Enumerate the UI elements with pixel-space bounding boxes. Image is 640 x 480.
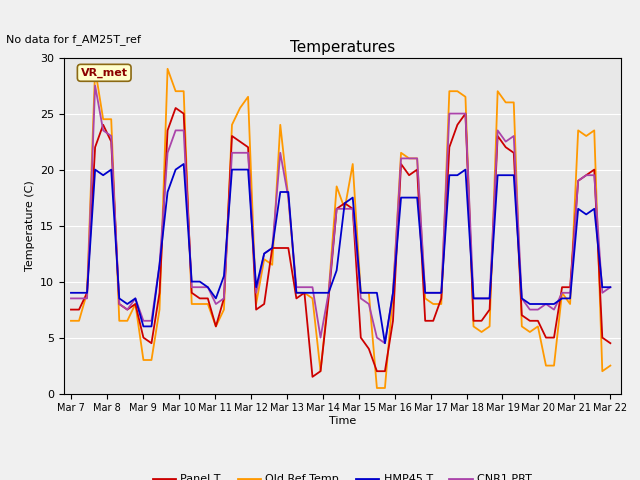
Line: Panel T: Panel T xyxy=(71,108,611,377)
HMP45 T xyxy=(558,296,566,301)
Old Ref Temp xyxy=(574,128,582,133)
Old Ref Temp xyxy=(607,363,614,369)
Panel T xyxy=(574,178,582,184)
CNR1 PRT xyxy=(510,133,518,139)
HMP45 T xyxy=(180,161,188,167)
Panel T xyxy=(308,374,316,380)
Text: No data for f_AM25T_ref: No data for f_AM25T_ref xyxy=(6,34,141,45)
Panel T xyxy=(67,307,75,312)
CNR1 PRT xyxy=(566,290,574,296)
Panel T xyxy=(445,144,453,150)
Old Ref Temp xyxy=(470,324,477,329)
Legend: Panel T, Old Ref Temp, HMP45 T, CNR1 PRT: Panel T, Old Ref Temp, HMP45 T, CNR1 PRT xyxy=(148,470,536,480)
Old Ref Temp xyxy=(566,301,574,307)
Panel T xyxy=(566,284,574,290)
Panel T xyxy=(607,340,614,346)
HMP45 T xyxy=(510,172,518,178)
HMP45 T xyxy=(566,296,574,301)
HMP45 T xyxy=(470,296,477,301)
CNR1 PRT xyxy=(470,296,477,301)
HMP45 T xyxy=(445,172,453,178)
Panel T xyxy=(172,105,179,111)
Line: Old Ref Temp: Old Ref Temp xyxy=(71,69,611,388)
Old Ref Temp xyxy=(373,385,381,391)
CNR1 PRT xyxy=(67,296,75,301)
Text: VR_met: VR_met xyxy=(81,68,128,78)
CNR1 PRT xyxy=(607,284,614,290)
HMP45 T xyxy=(67,290,75,296)
Line: CNR1 PRT: CNR1 PRT xyxy=(71,85,611,343)
CNR1 PRT xyxy=(381,340,388,346)
Y-axis label: Temperature (C): Temperature (C) xyxy=(24,180,35,271)
Line: HMP45 T: HMP45 T xyxy=(71,164,611,343)
X-axis label: Time: Time xyxy=(329,416,356,426)
Panel T xyxy=(510,150,518,156)
CNR1 PRT xyxy=(558,290,566,296)
CNR1 PRT xyxy=(445,111,453,117)
CNR1 PRT xyxy=(92,83,99,88)
HMP45 T xyxy=(381,340,388,346)
Old Ref Temp xyxy=(445,88,453,94)
Panel T xyxy=(470,318,477,324)
Old Ref Temp xyxy=(67,318,75,324)
Title: Temperatures: Temperatures xyxy=(290,40,395,55)
HMP45 T xyxy=(607,284,614,290)
Old Ref Temp xyxy=(558,290,566,296)
HMP45 T xyxy=(574,206,582,212)
Panel T xyxy=(558,284,566,290)
Old Ref Temp xyxy=(510,99,518,105)
Old Ref Temp xyxy=(92,66,99,72)
CNR1 PRT xyxy=(574,178,582,184)
